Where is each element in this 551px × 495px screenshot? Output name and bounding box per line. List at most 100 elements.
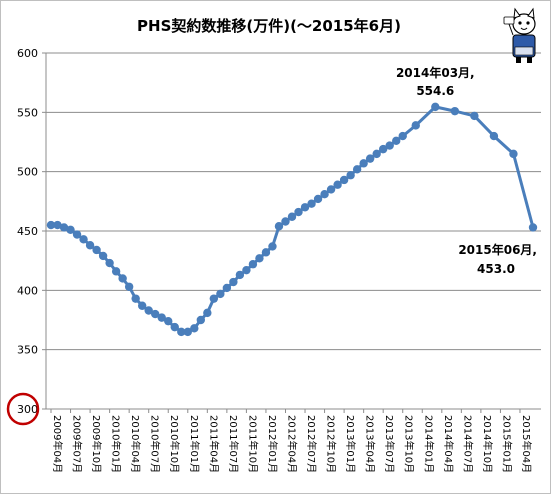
data-point bbox=[79, 235, 88, 244]
peak-annotation-label: 2014年03月, bbox=[396, 65, 475, 80]
data-point bbox=[164, 316, 173, 326]
data-point bbox=[398, 131, 407, 141]
x-tick-label: 2011年04月 bbox=[207, 415, 220, 473]
annotations: 2014年03月, 554.6 2015年06月, 453.0 bbox=[396, 65, 537, 276]
data-point bbox=[85, 241, 95, 250]
cat-mascot-icon bbox=[503, 7, 536, 63]
data-point bbox=[222, 283, 232, 293]
last-annotation-value: 453.0 bbox=[477, 262, 515, 276]
data-point bbox=[313, 194, 323, 204]
data-point bbox=[372, 149, 381, 159]
data-point bbox=[157, 313, 166, 322]
data-point bbox=[92, 245, 101, 255]
data-point bbox=[72, 230, 82, 239]
data-point bbox=[216, 289, 225, 299]
data-point bbox=[378, 144, 388, 154]
x-tick-label: 2010年04月 bbox=[129, 415, 142, 473]
y-axis-ticks: 300 350 400 450 500 550 600 bbox=[17, 47, 46, 416]
data-point bbox=[320, 190, 329, 199]
data-point bbox=[151, 309, 160, 319]
data-point bbox=[450, 106, 460, 116]
data-point bbox=[489, 131, 499, 141]
data-point bbox=[365, 154, 375, 163]
x-tick-label: 2014年07月 bbox=[461, 415, 474, 473]
data-point bbox=[131, 294, 140, 303]
data-point bbox=[274, 222, 284, 231]
data-point bbox=[242, 265, 251, 275]
chart-title: PHS契約数推移(万件)(～2015年6月) bbox=[137, 17, 401, 35]
x-tick-label: 2009年07月 bbox=[71, 415, 84, 473]
data-point bbox=[300, 203, 310, 212]
data-point bbox=[352, 165, 362, 174]
y-tick-label: 300 bbox=[17, 403, 38, 416]
y-tick-label: 550 bbox=[17, 106, 38, 119]
y-tick-label: 500 bbox=[17, 166, 38, 179]
data-point bbox=[203, 308, 212, 318]
data-point bbox=[196, 315, 206, 325]
highlight-circle bbox=[6, 392, 40, 426]
data-point bbox=[431, 102, 440, 112]
data-point bbox=[183, 327, 192, 337]
gridlines bbox=[46, 52, 541, 410]
data-point bbox=[190, 324, 199, 333]
x-tick-label: 2013年10月 bbox=[403, 415, 416, 473]
data-point bbox=[177, 327, 186, 337]
data-point bbox=[287, 212, 297, 221]
x-tick-label: 2015年04月 bbox=[520, 415, 533, 473]
data-point bbox=[392, 136, 401, 146]
x-tick-label: 2014年01月 bbox=[422, 415, 435, 473]
data-point bbox=[346, 171, 355, 180]
data-point bbox=[111, 267, 121, 276]
x-tick-label: 2012年04月 bbox=[285, 415, 298, 473]
x-tick-label: 2009年04月 bbox=[51, 415, 64, 473]
x-tick-label: 2011年10月 bbox=[246, 415, 259, 473]
data-point bbox=[255, 254, 264, 263]
y-tick-label: 450 bbox=[17, 225, 38, 238]
data-point bbox=[46, 220, 56, 230]
axes bbox=[45, 53, 541, 410]
data-point bbox=[307, 199, 316, 208]
data-point bbox=[170, 322, 179, 332]
data-point bbox=[333, 180, 342, 189]
data-point bbox=[118, 274, 127, 283]
data-point bbox=[248, 260, 258, 269]
x-tick-label: 2012年01月 bbox=[266, 415, 279, 473]
x-tick-label: 2012年07月 bbox=[305, 415, 318, 473]
peak-annotation-value: 554.6 bbox=[416, 84, 454, 98]
x-tick-label: 2010年10月 bbox=[168, 415, 181, 473]
data-point bbox=[124, 282, 134, 291]
data-point bbox=[411, 121, 420, 130]
data-point bbox=[268, 242, 277, 251]
x-axis-ticks: 2009年04月 2009年07月 2009年10月 2010年01月 2010年04月… bbox=[50, 409, 533, 473]
x-tick-label: 2009年10月 bbox=[90, 415, 103, 473]
x-tick-label: 2013年04月 bbox=[364, 415, 377, 473]
data-point bbox=[385, 141, 394, 150]
data-point bbox=[59, 223, 69, 232]
x-tick-label: 2013年07月 bbox=[383, 415, 396, 473]
data-point bbox=[209, 294, 219, 303]
data-series bbox=[46, 102, 538, 337]
x-tick-label: 2015年01月 bbox=[500, 415, 513, 473]
data-point bbox=[235, 270, 245, 280]
data-point bbox=[528, 223, 538, 232]
data-point bbox=[261, 248, 271, 257]
data-point bbox=[53, 220, 62, 230]
highlight-circle-shape bbox=[6, 392, 40, 426]
last-annotation-label: 2015年06月, bbox=[458, 242, 537, 257]
data-point bbox=[98, 251, 108, 261]
data-point bbox=[326, 185, 336, 194]
data-point bbox=[105, 258, 114, 268]
data-point bbox=[66, 225, 75, 235]
data-point bbox=[281, 217, 290, 226]
data-point bbox=[470, 111, 479, 121]
y-tick-label: 600 bbox=[17, 47, 38, 60]
data-point bbox=[137, 301, 147, 310]
x-tick-label: 2011年07月 bbox=[227, 415, 240, 473]
data-point bbox=[144, 306, 153, 315]
x-tick-label: 2012年10月 bbox=[325, 415, 338, 473]
x-tick-label: 2011年01月 bbox=[188, 415, 201, 473]
y-tick-label: 400 bbox=[17, 284, 38, 297]
x-tick-label: 2010年01月 bbox=[110, 415, 123, 473]
